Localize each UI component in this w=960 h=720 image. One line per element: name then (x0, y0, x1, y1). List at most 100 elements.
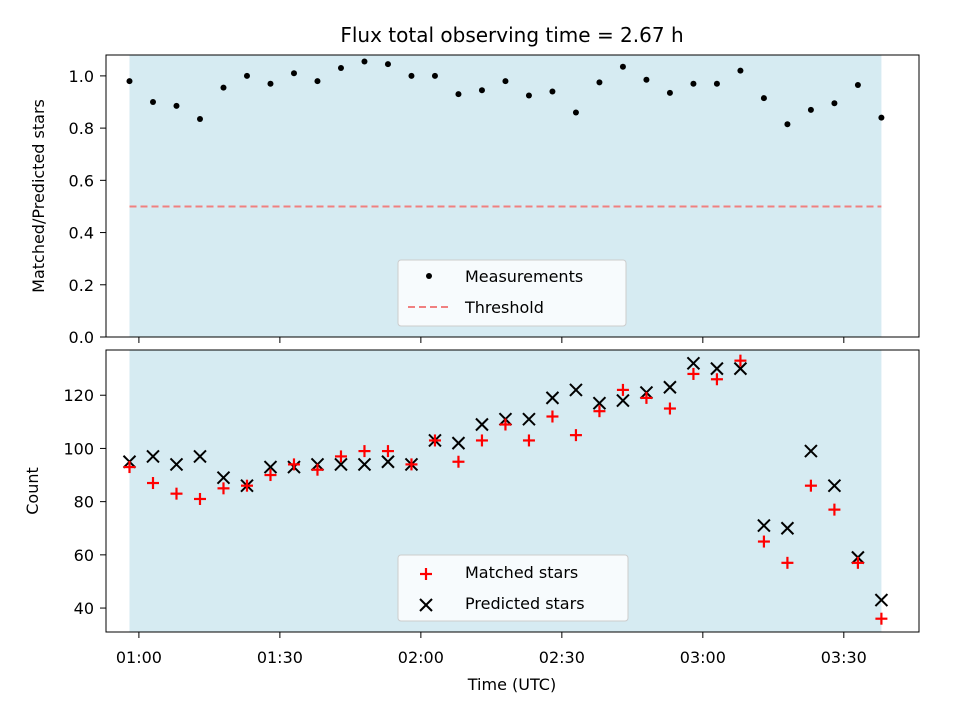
measurement-point (596, 79, 603, 86)
predicted-star-point (827, 478, 842, 493)
bottom-y-tick-label: 100 (63, 439, 94, 458)
bottom-x-axis-label: Time (UTC) (467, 675, 556, 694)
measurement-point (525, 92, 532, 99)
predicted-star-point (733, 361, 748, 376)
bottom-y-tick-label: 60 (74, 546, 94, 565)
bottom-x-tick-label: 03:00 (680, 648, 726, 667)
measurement-point (455, 91, 462, 98)
matched-star-point (569, 429, 582, 442)
matched-star-point (170, 487, 183, 500)
measurement-point (173, 102, 180, 109)
measurement-point (149, 99, 156, 105)
top-panel: 0.0 0.2 0.4 0.6 0.8 1.0 Flux total observing … (29, 23, 920, 347)
matched-star-point (334, 450, 347, 463)
matched-star-point (757, 535, 770, 548)
matched-star-point (146, 477, 159, 490)
matched-star-point (287, 458, 300, 471)
measurement-point (878, 114, 885, 121)
matched-star-point (452, 455, 465, 468)
matched-star-point (593, 405, 606, 418)
bottom-y-tick-label: 40 (74, 599, 94, 618)
top-legend: Measurements Threshold (397, 259, 627, 327)
measurement-points (126, 58, 885, 128)
measurement-point (267, 80, 274, 87)
measurement-point (220, 84, 227, 91)
matched-star-point (546, 410, 559, 423)
bottom-x-ticks: 01:00 01:30 02:00 02:30 03:00 03:30 (116, 632, 867, 667)
measurement-point (690, 80, 697, 87)
measurement-point (290, 70, 297, 77)
measurement-point (431, 72, 438, 79)
bottom-legend-box (397, 554, 629, 622)
legend-matched-marker (420, 568, 432, 580)
matched-star-point (499, 418, 512, 431)
predicted-star-point (616, 393, 630, 408)
measurement-point (760, 95, 767, 102)
matched-star-point (428, 434, 441, 447)
measurement-point (643, 76, 650, 83)
measurement-point (572, 109, 579, 116)
measurement-point (619, 63, 626, 70)
measurement-point (361, 58, 368, 65)
predicted-star-point (569, 383, 583, 397)
matched-star-point (663, 402, 676, 415)
measurement-point (549, 88, 556, 95)
legend-measurements-label: Measurements (465, 267, 583, 286)
predicted-star-point (780, 521, 795, 535)
predicted-star-point (263, 460, 278, 474)
bottom-plot-frame (105, 349, 920, 633)
matched-star-point (381, 445, 394, 458)
bottom-legend: Matched stars Predicted stars (397, 554, 629, 622)
bottom-y-tick-label: 120 (63, 386, 94, 405)
top-y-tick-label: 0.6 (69, 171, 94, 190)
predicted-star-point (804, 444, 818, 458)
top-title: Flux total observing time = 2.67 h (340, 23, 683, 47)
matched-star-point (875, 612, 888, 625)
matched-star-point (123, 461, 136, 474)
top-legend-box (397, 259, 627, 327)
legend-threshold-label: Threshold (464, 298, 544, 317)
measurement-point (502, 78, 509, 85)
measurement-point (854, 82, 861, 89)
legend-predicted-label: Predicted stars (465, 594, 585, 613)
matched-star-point (240, 479, 253, 492)
predicted-star-point (592, 396, 607, 410)
predicted-star-point (193, 449, 207, 464)
bottom-y-axis-label: Count (23, 467, 42, 515)
top-plot-frame (105, 54, 920, 338)
bottom-x-tick-label: 02:00 (398, 648, 444, 667)
measurement-point (126, 78, 133, 85)
matched-star-point (358, 445, 371, 458)
top-y-axis-label: Matched/Predicted stars (29, 99, 48, 293)
matched-star-point (851, 556, 864, 569)
measurement-point (737, 67, 744, 74)
measurement-point (314, 78, 321, 85)
matched-star-point (405, 458, 418, 471)
top-x-ticks (138, 337, 845, 343)
top-y-tick-label: 0.4 (69, 224, 94, 243)
top-y-tick-label: 1.0 (69, 67, 94, 86)
matched-star-point (193, 492, 206, 505)
measurement-point (666, 89, 673, 96)
measurement-point (337, 65, 344, 72)
bottom-panel: 40 60 80 100 120 01:00 01:30 02:00 02:30 03:00 03… (23, 349, 920, 694)
legend-measurements-marker (426, 273, 432, 279)
matched-star-point (781, 556, 794, 569)
predicted-star-point (216, 470, 231, 485)
predicted-star-point (357, 457, 372, 472)
predicted-star-point (334, 457, 348, 472)
measurement-point (831, 100, 838, 107)
bottom-x-tick-label: 02:30 (539, 648, 585, 667)
predicted-star-point (663, 380, 677, 394)
measurement-point (713, 80, 720, 87)
bottom-x-tick-label: 01:30 (257, 648, 303, 667)
matched-star-point (616, 383, 629, 396)
measurement-point (408, 72, 415, 79)
predicted-star-point (451, 436, 466, 450)
predicted-star-point (169, 457, 184, 472)
matched-star-point (522, 434, 535, 447)
matched-star-point (734, 354, 747, 367)
matched-star-point (475, 434, 488, 447)
measurement-point (196, 115, 203, 122)
measurement-point (784, 121, 791, 128)
